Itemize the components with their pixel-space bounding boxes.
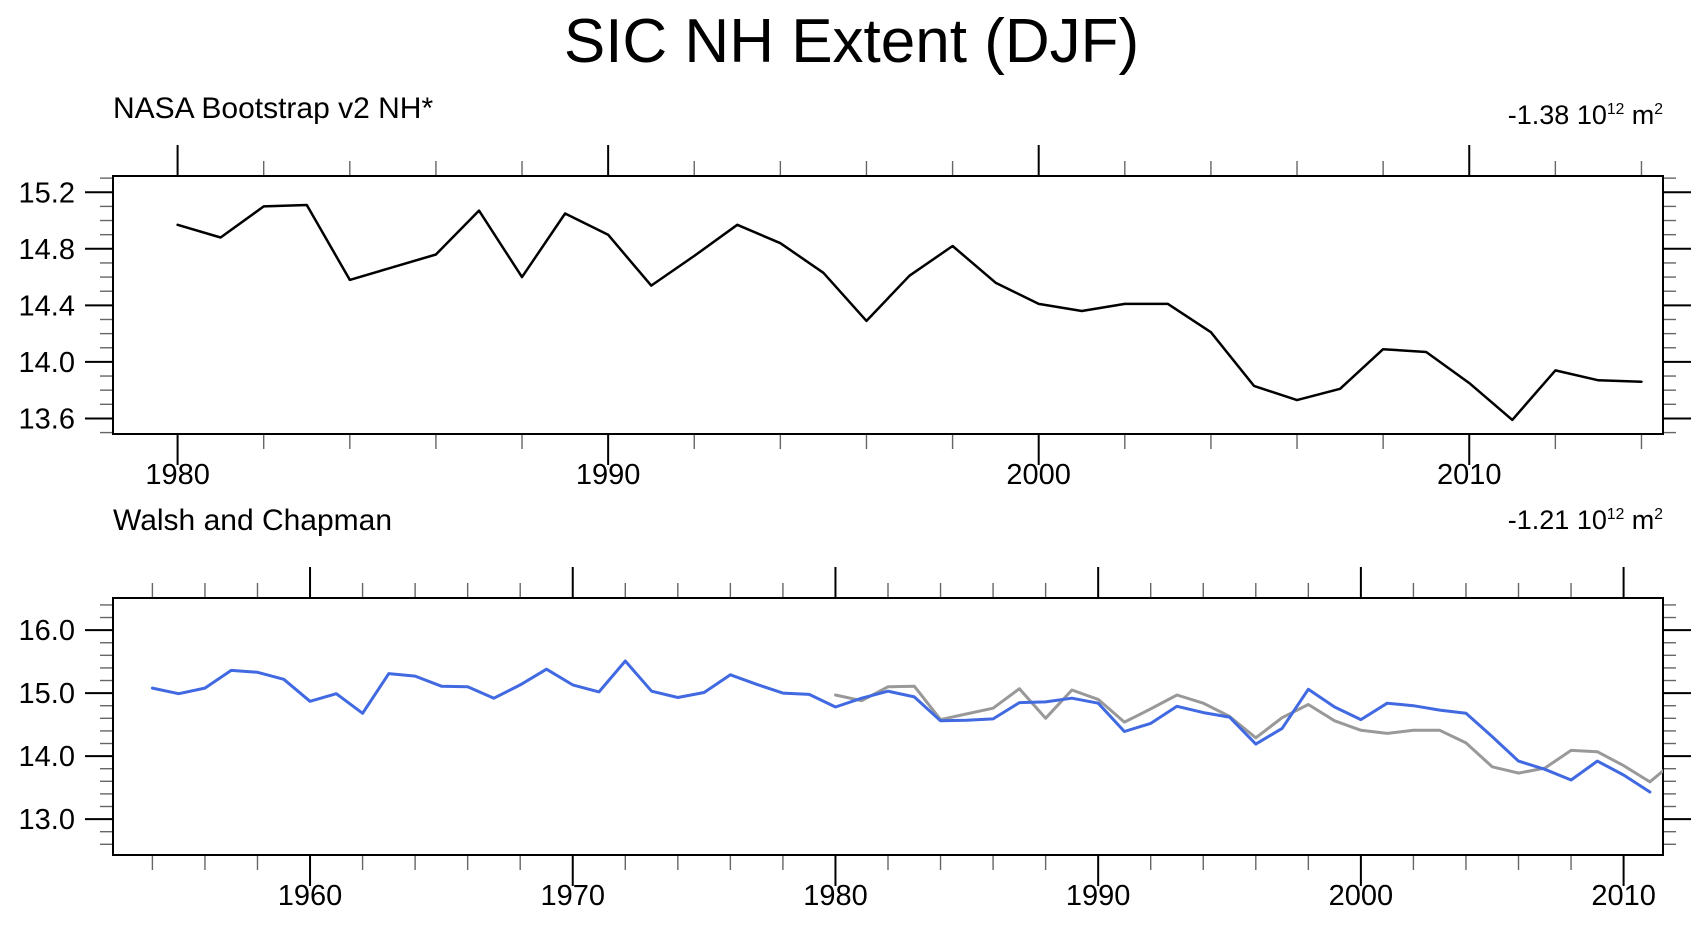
x-axis-tick-label: 1990 bbox=[1066, 880, 1131, 912]
x-axis-tick-label: 2010 bbox=[1437, 459, 1502, 491]
y-axis-tick-label: 13.6 bbox=[19, 403, 75, 435]
plot-frame bbox=[112, 597, 1664, 856]
plot-frame bbox=[112, 175, 1664, 435]
panel-bottom: 1960 1970 1980 1990 2000 2010 13.0 14.0 15.0 16.0 bbox=[19, 567, 1691, 912]
x-axis-tick-label: 1980 bbox=[145, 459, 210, 491]
series-nasa-bootstrap-v2-nh bbox=[176, 203, 1643, 422]
y-axis-tick-label: 14.0 bbox=[19, 741, 75, 773]
y-axis-tick-label: 15.2 bbox=[19, 177, 75, 209]
x-axis-tick-label: 1980 bbox=[803, 880, 868, 912]
series-nasa-bootstrap-v2-nh-overlay bbox=[834, 684, 1663, 784]
panel-top: 1980 1990 2000 2010 13.6 14.0 14.4 14.8 15.2 bbox=[19, 145, 1691, 491]
trend-unit-exponent: 2 bbox=[1654, 101, 1663, 118]
trend-value: -1.21 10 bbox=[1507, 505, 1607, 535]
x-axis-tick-label: 2000 bbox=[1329, 880, 1394, 912]
panel-top-title: NASA Bootstrap v2 NH* bbox=[113, 92, 434, 125]
trend-unit-exponent: 2 bbox=[1654, 506, 1663, 523]
y-axis-tick-label: 16.0 bbox=[19, 615, 75, 647]
trend-value: -1.38 10 bbox=[1507, 100, 1607, 130]
trend-unit: m bbox=[1624, 100, 1655, 130]
trend-exponent: 12 bbox=[1606, 101, 1625, 118]
x-axis-tick-label: 2010 bbox=[1591, 880, 1656, 912]
trend-exponent: 12 bbox=[1606, 506, 1625, 523]
y-axis-tick-label: 14.8 bbox=[19, 234, 75, 266]
y-axis-tick-label: 15.0 bbox=[19, 678, 75, 710]
y-axis-tick-label: 14.0 bbox=[19, 347, 75, 379]
x-axis-tick-label: 1990 bbox=[576, 459, 641, 491]
y-axis-tick-label: 13.0 bbox=[19, 804, 75, 836]
page-title: SIC NH Extent (DJF) bbox=[563, 7, 1140, 76]
panel-bottom-title: Walsh and Chapman bbox=[113, 504, 393, 537]
x-axis-tick-label: 1970 bbox=[540, 880, 605, 912]
y-axis-tick-label: 14.4 bbox=[19, 290, 75, 322]
x-axis-tick-label: 1960 bbox=[278, 880, 343, 912]
panel-bottom-trend-annotation: -1.21 1012 m2 bbox=[1508, 505, 1663, 536]
trend-unit: m bbox=[1624, 505, 1655, 535]
panel-top-trend-annotation: -1.38 1012 m2 bbox=[1508, 100, 1663, 131]
series-walsh-and-chapman bbox=[150, 659, 1652, 794]
x-axis-tick-label: 2000 bbox=[1006, 459, 1071, 491]
